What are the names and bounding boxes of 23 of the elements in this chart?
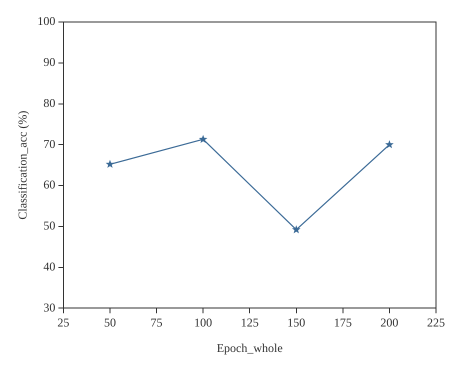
point <box>106 160 114 168</box>
y-tick-label: 80 <box>43 96 56 110</box>
x-axis-title: Epoch_whole <box>216 340 283 355</box>
point <box>385 140 394 148</box>
x-tick-label: 25 <box>57 316 70 330</box>
x-tick-label: 200 <box>380 316 398 330</box>
y-tick-label: 90 <box>43 55 56 70</box>
y-tick-label: 30 <box>43 300 56 314</box>
y-tick-label: 70 <box>43 136 56 151</box>
point <box>292 225 301 234</box>
y-tick-label: 60 <box>43 178 56 192</box>
x-tick-label: 175 <box>334 316 352 330</box>
y-tick-label: 50 <box>43 218 56 233</box>
y-tick-label: 40 <box>43 259 56 274</box>
x-tick-label: 75 <box>150 316 163 330</box>
x-tick-label: 100 <box>194 316 212 330</box>
x-tick-label: 150 <box>287 316 306 330</box>
y-axis-title: Classification_acc (%) <box>15 110 30 220</box>
y-tick-label: 100 <box>37 14 56 28</box>
x-tick-label: 225 <box>427 316 445 330</box>
x-tick-label: 50 <box>104 316 116 330</box>
x-tick-label: 125 <box>240 316 259 330</box>
point <box>198 134 208 143</box>
